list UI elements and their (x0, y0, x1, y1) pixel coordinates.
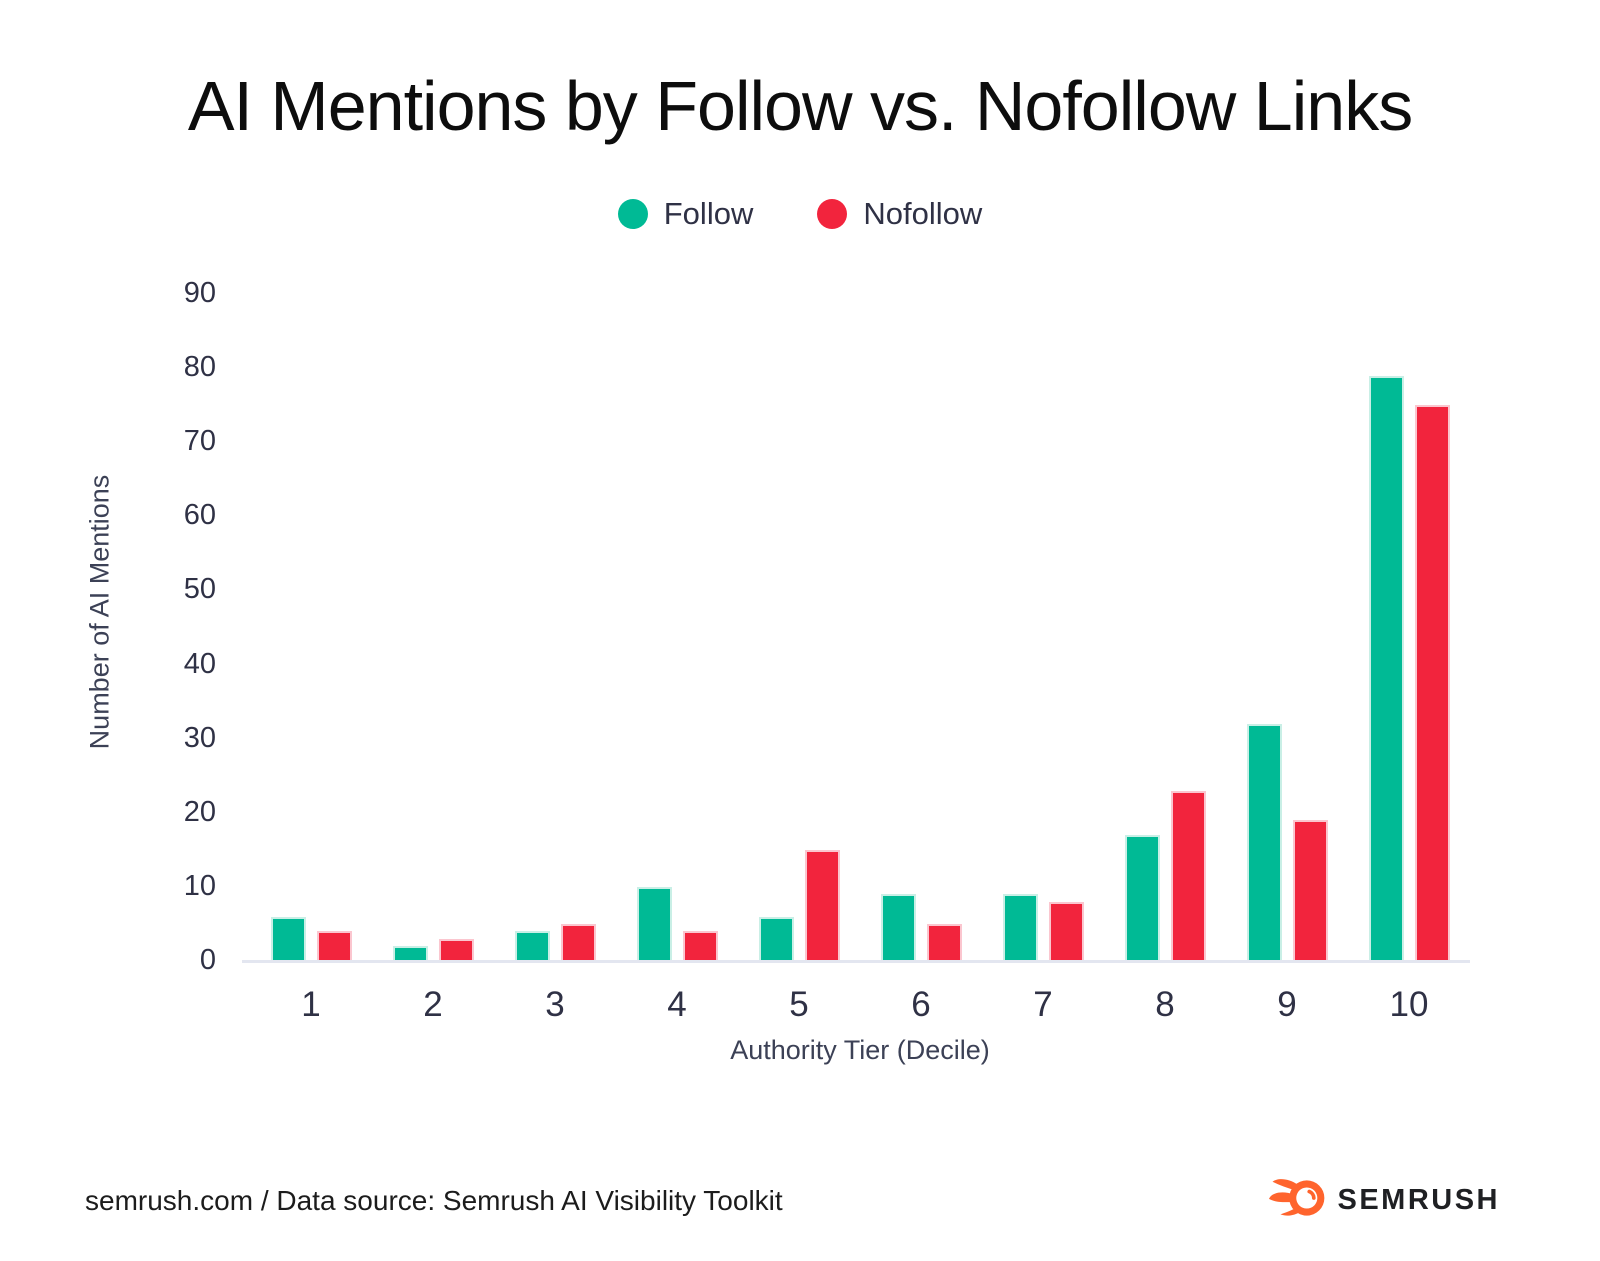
bar-follow-tier-7 (1002, 894, 1038, 961)
y-tick-label: 70 (183, 425, 216, 458)
legend-label-follow: Follow (663, 196, 754, 231)
bar-group-tier-6 (860, 294, 982, 961)
x-tick-label: 2 (423, 985, 443, 1024)
x-axis-title: Authority Tier (Decile) (730, 1035, 990, 1065)
semrush-logo: SEMRUSH (1269, 1176, 1500, 1225)
bar-nofollow-tier-3 (560, 923, 596, 961)
bar-nofollow-tier-1 (316, 931, 352, 961)
x-tick-label: 10 (1389, 985, 1429, 1024)
bar-group-tier-9 (1226, 294, 1348, 961)
plot-area (250, 294, 1470, 961)
x-axis-line (242, 960, 1470, 963)
bar-nofollow-tier-2 (438, 938, 474, 961)
chart-legend: Follow Nofollow (0, 196, 1600, 232)
y-tick-label: 20 (183, 795, 216, 828)
bar-group-tier-1 (250, 294, 372, 961)
source-attribution-text: semrush.com / Data source: Semrush AI Vi… (85, 1184, 783, 1216)
bar-nofollow-tier-9 (1292, 820, 1328, 961)
y-tick-label: 10 (183, 869, 216, 902)
bar-chart: 0 10 20 30 40 50 60 70 80 90 1 2 3 4 5 6 7 8 9 10 Authorit… (184, 279, 1470, 1065)
bar-follow-tier-4 (636, 886, 672, 961)
x-tick-label: 4 (667, 985, 687, 1024)
bar-follow-tier-1 (270, 916, 306, 961)
nofollow-legend-dot-icon (817, 199, 848, 229)
x-tick-label: 5 (789, 985, 809, 1024)
x-tick-label: 1 (301, 985, 321, 1024)
bar-follow-tier-2 (392, 946, 428, 961)
follow-legend-dot-icon (617, 199, 648, 229)
bar-nofollow-tier-6 (926, 923, 962, 961)
legend-item-follow: Follow (617, 196, 754, 232)
bar-follow-tier-3 (514, 931, 550, 961)
y-tick-label: 80 (183, 351, 216, 384)
bar-follow-tier-6 (880, 894, 916, 961)
bar-group-tier-7 (982, 294, 1104, 961)
y-tick-label: 90 (183, 277, 216, 309)
bar-group-tier-5 (738, 294, 860, 961)
x-tick-label: 6 (911, 985, 931, 1024)
y-tick-label: 50 (183, 573, 216, 606)
footer: semrush.com / Data source: Semrush AI Vi… (85, 1176, 1500, 1225)
x-tick-label: 7 (1033, 985, 1053, 1024)
y-tick-label: 30 (183, 721, 216, 754)
bar-group-tier-2 (372, 294, 494, 961)
bar-nofollow-tier-5 (804, 849, 840, 961)
y-tick-labels: 0 10 20 30 40 50 60 70 80 90 (150, 279, 216, 975)
bar-group-tier-4 (616, 294, 738, 961)
page-title: AI Mentions by Follow vs. Nofollow Links (187, 67, 1413, 145)
legend-item-nofollow: Nofollow (817, 196, 982, 232)
semrush-flame-icon (1269, 1176, 1327, 1225)
bar-group-tier-8 (1104, 294, 1226, 961)
bar-nofollow-tier-7 (1048, 901, 1084, 961)
bar-nofollow-tier-8 (1170, 790, 1206, 961)
semrush-logo-text: SEMRUSH (1337, 1184, 1500, 1216)
y-tick-label: 40 (183, 647, 216, 680)
x-tick-labels: 1 2 3 4 5 6 7 8 9 10 (250, 985, 1470, 1025)
bar-nofollow-tier-4 (682, 931, 718, 961)
x-tick-label: 3 (545, 985, 565, 1024)
x-tick-label: 8 (1155, 985, 1175, 1024)
bar-follow-tier-5 (758, 916, 794, 961)
y-tick-label: 0 (199, 944, 216, 976)
bar-follow-tier-8 (1124, 835, 1160, 961)
legend-label-nofollow: Nofollow (863, 196, 983, 231)
y-axis-title: Number of AI Mentions (84, 474, 115, 750)
bar-follow-tier-9 (1246, 723, 1282, 961)
bar-nofollow-tier-10 (1414, 405, 1450, 961)
y-tick-label: 60 (183, 499, 216, 532)
bar-group-tier-10 (1348, 294, 1470, 961)
bar-follow-tier-10 (1368, 375, 1404, 961)
x-tick-label: 9 (1277, 985, 1297, 1024)
bar-group-tier-3 (494, 294, 616, 961)
